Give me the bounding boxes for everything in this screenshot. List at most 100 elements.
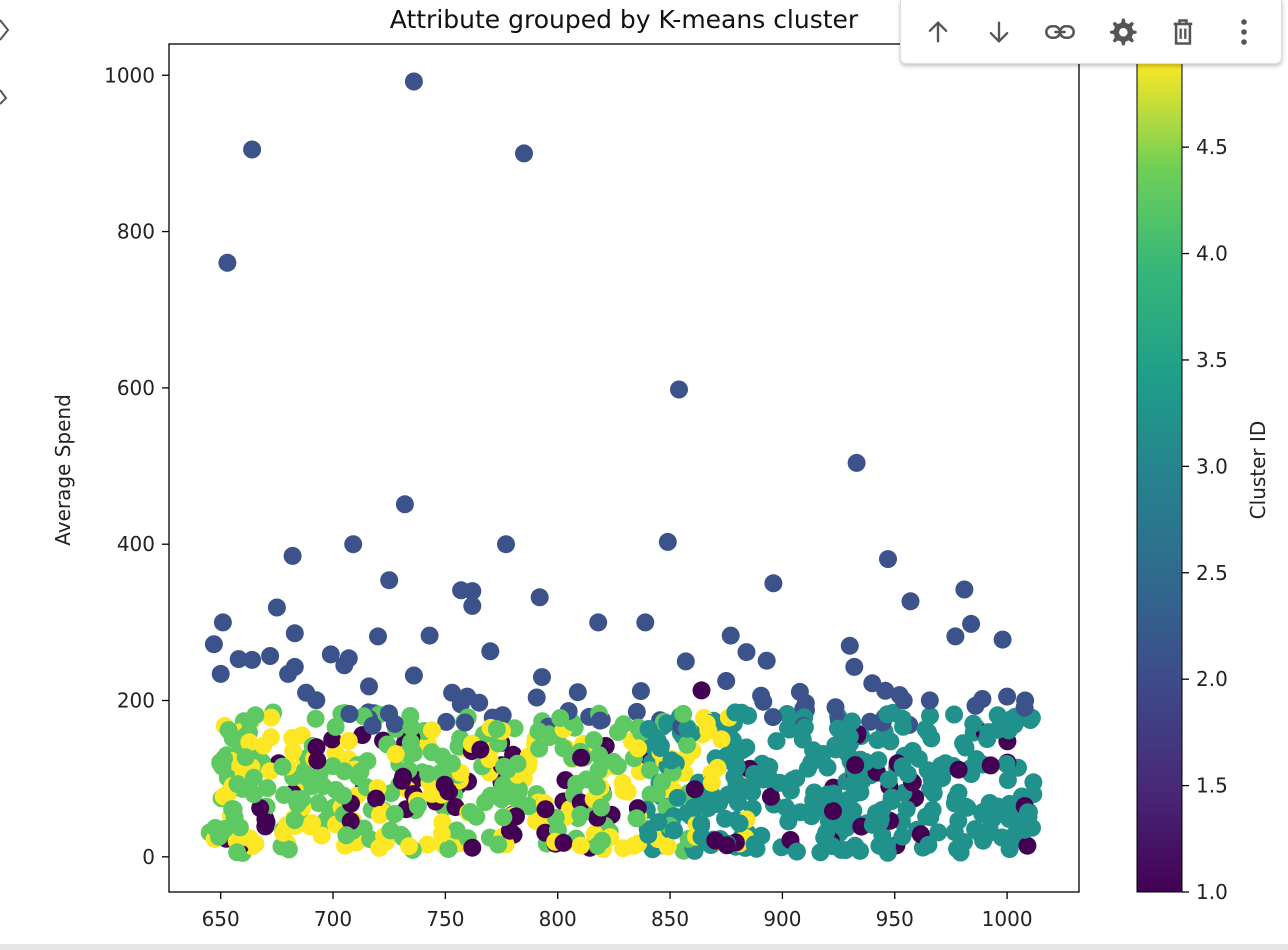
data-point <box>493 706 512 725</box>
y-tick-label: 600 <box>117 376 155 400</box>
data-point <box>716 809 735 828</box>
data-point <box>481 642 500 661</box>
data-point <box>954 734 973 753</box>
data-point <box>863 674 882 693</box>
data-point <box>997 755 1016 773</box>
data-point <box>204 635 223 654</box>
data-point <box>993 828 1011 847</box>
trash-icon <box>1173 18 1193 45</box>
data-point <box>420 626 439 645</box>
data-point <box>764 574 783 593</box>
chart-title: Attribute grouped by K-means cluster <box>390 5 859 34</box>
y-axis: 0 200 400 600 800 1000 <box>104 63 169 869</box>
data-point <box>879 770 898 789</box>
y-axis-title: Average Spend <box>51 394 75 546</box>
data-point <box>651 736 670 755</box>
x-tick-label: 700 <box>314 907 352 931</box>
data-point <box>442 754 461 773</box>
data-point <box>340 705 359 723</box>
x-tick-label: 950 <box>876 907 914 931</box>
data-point <box>837 809 856 828</box>
delete-button[interactable] <box>1159 8 1207 56</box>
data-point <box>692 814 711 833</box>
data-point <box>219 721 238 740</box>
data-point <box>955 833 973 852</box>
data-point <box>767 732 786 751</box>
data-point <box>717 672 736 690</box>
data-point <box>840 636 859 655</box>
data-point <box>791 803 810 822</box>
data-point <box>823 837 842 856</box>
data-point <box>358 752 377 771</box>
colorbar-tick-label: 2.5 <box>1196 561 1228 585</box>
data-point <box>529 722 548 741</box>
data-point <box>288 795 307 813</box>
data-point <box>309 794 328 813</box>
data-point <box>443 683 462 702</box>
data-point <box>790 682 809 701</box>
data-point <box>754 692 773 711</box>
data-point <box>993 630 1012 649</box>
colorbar-tick-label: 1.0 <box>1196 880 1228 904</box>
move-down-button[interactable] <box>975 8 1023 56</box>
data-point <box>867 804 886 823</box>
x-tick-label: 900 <box>763 907 801 931</box>
data-point <box>781 781 800 800</box>
data-point <box>211 664 230 683</box>
data-point <box>668 788 687 807</box>
data-point <box>1000 810 1019 828</box>
move-up-button[interactable] <box>914 8 962 56</box>
data-point <box>776 798 795 817</box>
data-point <box>658 837 677 856</box>
data-point <box>254 736 273 755</box>
data-point <box>979 723 998 742</box>
data-point <box>257 813 276 832</box>
data-point <box>321 645 340 664</box>
x-axis: 650 700 750 800 850 900 950 1000 <box>202 892 1033 931</box>
copy-link-button[interactable] <box>1036 8 1084 56</box>
y-tick-label: 200 <box>117 689 155 713</box>
data-point <box>717 836 736 855</box>
data-point <box>919 835 938 854</box>
arrow-up-icon <box>928 20 947 42</box>
data-point <box>836 841 855 860</box>
data-point <box>334 786 353 805</box>
data-point <box>592 798 611 817</box>
data-point <box>530 588 549 607</box>
data-point <box>536 800 555 819</box>
x-tick-label: 800 <box>539 907 577 931</box>
data-point <box>572 748 591 767</box>
data-point <box>554 833 573 852</box>
more-vert-icon <box>1241 18 1248 45</box>
data-point <box>730 814 749 833</box>
data-point <box>498 760 517 779</box>
data-point <box>246 706 265 725</box>
data-point <box>1023 818 1041 837</box>
data-point <box>306 709 325 728</box>
colorbar-label: Cluster ID <box>1246 421 1270 520</box>
settings-button[interactable] <box>1098 8 1146 56</box>
data-point <box>945 705 964 724</box>
data-point <box>509 780 528 799</box>
data-point <box>423 721 441 740</box>
data-point <box>229 650 248 669</box>
data-point <box>670 380 688 399</box>
data-point <box>587 777 606 796</box>
data-point <box>386 745 405 764</box>
data-point <box>946 627 965 646</box>
data-point <box>439 840 458 858</box>
data-point <box>631 682 650 701</box>
more-options-button[interactable] <box>1220 8 1268 56</box>
data-point <box>568 683 587 702</box>
data-point <box>382 784 401 803</box>
cell-toolbar <box>900 0 1282 64</box>
data-point <box>349 767 368 786</box>
data-point <box>893 827 912 846</box>
data-point <box>658 532 677 551</box>
data-point <box>849 778 868 797</box>
x-tick-label: 650 <box>202 907 240 931</box>
data-point <box>527 688 546 707</box>
data-point <box>757 651 776 670</box>
data-point <box>400 837 419 856</box>
